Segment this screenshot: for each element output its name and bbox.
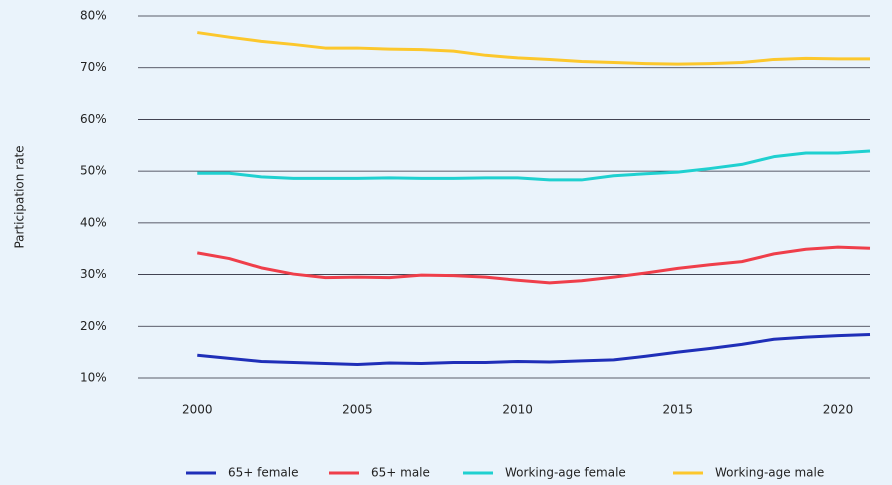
y-tick-label: 80%: [80, 9, 107, 23]
series-line: [197, 31, 870, 66]
y-tick-label: 50%: [80, 164, 107, 178]
y-tick-label: 60%: [80, 112, 107, 126]
y-tick-label: 70%: [80, 60, 107, 74]
x-tick-label: 2020: [823, 403, 854, 417]
x-tick-label: 2000: [182, 403, 213, 417]
legend-label: Working-age male: [715, 466, 824, 480]
series-line: [197, 245, 871, 285]
y-axis-label: Participation rate: [13, 145, 27, 248]
y-tick-label: 30%: [80, 267, 107, 281]
legend-label: 65+ female: [228, 466, 299, 480]
y-tick-label: 40%: [80, 215, 107, 229]
x-tick-label: 2015: [663, 403, 694, 417]
x-tick-label: 2005: [342, 403, 373, 417]
series-line: [197, 149, 871, 182]
y-tick-label: 20%: [80, 319, 107, 333]
y-tick-label: 10%: [80, 371, 107, 385]
legend-label: Working-age female: [505, 466, 626, 480]
x-tick-label: 2010: [502, 403, 533, 417]
series-line: [197, 333, 871, 367]
legend-label: 65+ male: [371, 466, 430, 480]
